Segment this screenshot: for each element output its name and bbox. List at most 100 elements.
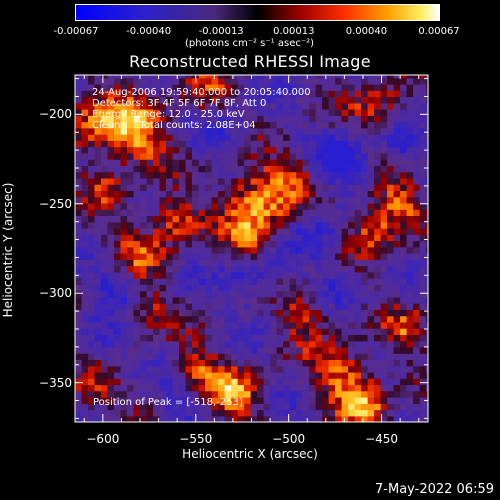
heatmap-cell [302, 134, 310, 141]
heatmap-cell [133, 127, 141, 135]
heatmap-cell [127, 390, 135, 398]
heatmap-cell [231, 75, 239, 79]
heatmap-cell [107, 309, 115, 317]
heatmap-cell [166, 371, 174, 379]
heatmap-cell [133, 303, 141, 310]
heatmap-cell [88, 184, 96, 191]
heatmap-cell [257, 177, 265, 185]
heatmap-cell [88, 334, 96, 342]
heatmap-cell [114, 109, 122, 116]
heatmap-cell [361, 196, 369, 204]
heatmap-cell [328, 121, 336, 129]
heatmap-cell [159, 96, 167, 104]
heatmap-cell [140, 75, 148, 79]
heatmap-cell [393, 390, 401, 398]
heatmap-cell [374, 152, 382, 160]
heatmap-cell [270, 415, 278, 422]
heatmap-cell [341, 215, 349, 223]
heatmap-cell [354, 171, 362, 179]
heatmap-cell [114, 240, 122, 248]
heatmap-cell [380, 240, 388, 248]
heatmap-cell [302, 75, 310, 79]
heatmap-cell [75, 209, 83, 216]
heatmap-cell [94, 134, 102, 141]
heatmap-cell [179, 309, 187, 317]
heatmap-cell [341, 177, 349, 185]
heatmap-cell [413, 309, 421, 317]
heatmap-cell [153, 109, 161, 116]
heatmap-cell [322, 253, 330, 260]
heatmap-cell [374, 284, 382, 292]
heatmap-cell [341, 234, 349, 242]
heatmap-cell [192, 359, 200, 367]
heatmap-cell [94, 278, 102, 285]
heatmap-cell [335, 221, 343, 229]
heatmap-cell [413, 321, 421, 329]
heatmap-cell [179, 365, 187, 373]
heatmap-cell [413, 328, 421, 335]
heatmap-cell [374, 184, 382, 191]
heatmap-cell [172, 171, 180, 179]
heatmap-cell [426, 90, 428, 98]
heatmap-cell [315, 190, 323, 198]
heatmap-cell [354, 390, 362, 398]
heatmap-cell [400, 296, 408, 304]
heatmap-cell [205, 140, 213, 148]
heatmap-cell [361, 102, 369, 110]
heatmap-cell [341, 384, 349, 392]
heatmap-cell [283, 190, 291, 198]
heatmap-cell [127, 359, 135, 367]
heatmap-cell [107, 165, 115, 173]
heatmap-cell [354, 102, 362, 110]
heatmap-cell [283, 371, 291, 379]
heatmap-cell [328, 409, 336, 417]
heatmap-cell [289, 415, 297, 422]
heatmap-cell [153, 409, 161, 417]
heatmap-cell [179, 209, 187, 216]
heatmap-cell [348, 259, 356, 267]
heatmap-cell [406, 146, 414, 154]
heatmap-cell [400, 340, 408, 348]
heatmap-cell [140, 77, 148, 85]
heatmap-cell [133, 359, 141, 367]
heatmap-cell [172, 265, 180, 273]
heatmap-cell [146, 340, 154, 348]
heatmap-cell [133, 271, 141, 279]
heatmap-cell [172, 321, 180, 329]
heatmap-cell [140, 259, 148, 267]
heatmap-cell [393, 184, 401, 191]
heatmap-cell [166, 409, 174, 417]
heatmap-cell [348, 83, 356, 91]
heatmap-cell [205, 134, 213, 141]
heatmap-cell [367, 378, 375, 386]
heatmap-cell [75, 259, 83, 267]
heatmap-cell [250, 165, 258, 173]
heatmap-cell [419, 378, 427, 386]
heatmap-cell [133, 165, 141, 173]
heatmap-cell [419, 265, 427, 273]
heatmap-cell [101, 271, 109, 279]
heatmap-cell [172, 146, 180, 154]
heatmap-cell [179, 90, 187, 98]
heatmap-cell [309, 227, 317, 235]
heatmap-cell [172, 215, 180, 223]
heatmap-cell [335, 328, 343, 335]
heatmap-cell [133, 121, 141, 129]
heatmap-cell [179, 397, 187, 404]
heatmap-cell [400, 177, 408, 185]
heatmap-cell [218, 328, 226, 335]
heatmap-cell [270, 303, 278, 310]
heatmap-cell [218, 196, 226, 204]
heatmap-cell [88, 397, 96, 404]
heatmap-cell [419, 234, 427, 242]
heatmap-cell [406, 165, 414, 173]
heatmap-cell [289, 321, 297, 329]
heatmap-cell [198, 284, 206, 292]
heatmap-cell [296, 346, 304, 354]
heatmap-cell [107, 177, 115, 185]
heatmap-cell [283, 234, 291, 242]
heatmap-cell [361, 259, 369, 267]
heatmap-cell [192, 209, 200, 216]
heatmap-cell [322, 303, 330, 310]
heatmap-cell [133, 184, 141, 191]
